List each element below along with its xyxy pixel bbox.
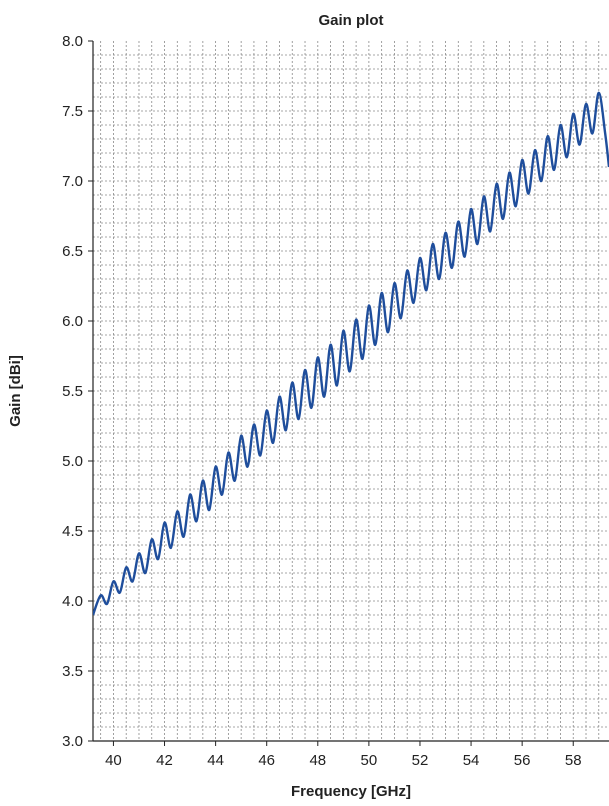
series-group: [93, 91, 609, 616]
y-tick-label: 6.0: [62, 313, 83, 330]
x-tick-label: 56: [514, 752, 531, 769]
y-tick-label: 4.5: [62, 523, 83, 540]
y-tick-label: 8.0: [62, 33, 83, 50]
y-tick-label: 5.5: [62, 383, 83, 400]
y-tick-label: 6.5: [62, 243, 83, 260]
axes: [88, 40, 609, 746]
grid: [93, 41, 609, 741]
x-tick-label: 52: [412, 752, 429, 769]
x-tick-label: 46: [258, 752, 275, 769]
x-tick-label: 54: [463, 752, 480, 769]
x-tick-label: 42: [156, 752, 173, 769]
y-tick-label: 5.0: [62, 453, 83, 470]
y-tick-label: 3.0: [62, 733, 83, 750]
x-tick-label: 48: [309, 752, 326, 769]
chart-title: Gain plot: [319, 12, 384, 29]
y-tick-labels: 3.0 3.5 4.0 4.5 5.0 5.5 6.0 6.5 7.0 7.5 8.0: [62, 33, 83, 750]
y-tick-label: 3.5: [62, 663, 83, 680]
y-tick-label: 7.0: [62, 173, 83, 190]
x-tick-labels: 40 42 44 46 48 50 52 54 56 58: [105, 752, 581, 769]
x-tick-label: 50: [361, 752, 378, 769]
y-tick-label: 7.5: [62, 103, 83, 120]
x-tick-label: 44: [207, 752, 224, 769]
x-axis-label: Frequency [GHz]: [291, 783, 411, 800]
y-axis-label: Gain [dBi]: [7, 355, 24, 427]
series-line-0: [93, 91, 609, 616]
x-tick-label: 58: [565, 752, 582, 769]
y-tick-label: 4.0: [62, 593, 83, 610]
x-tick-label: 40: [105, 752, 122, 769]
